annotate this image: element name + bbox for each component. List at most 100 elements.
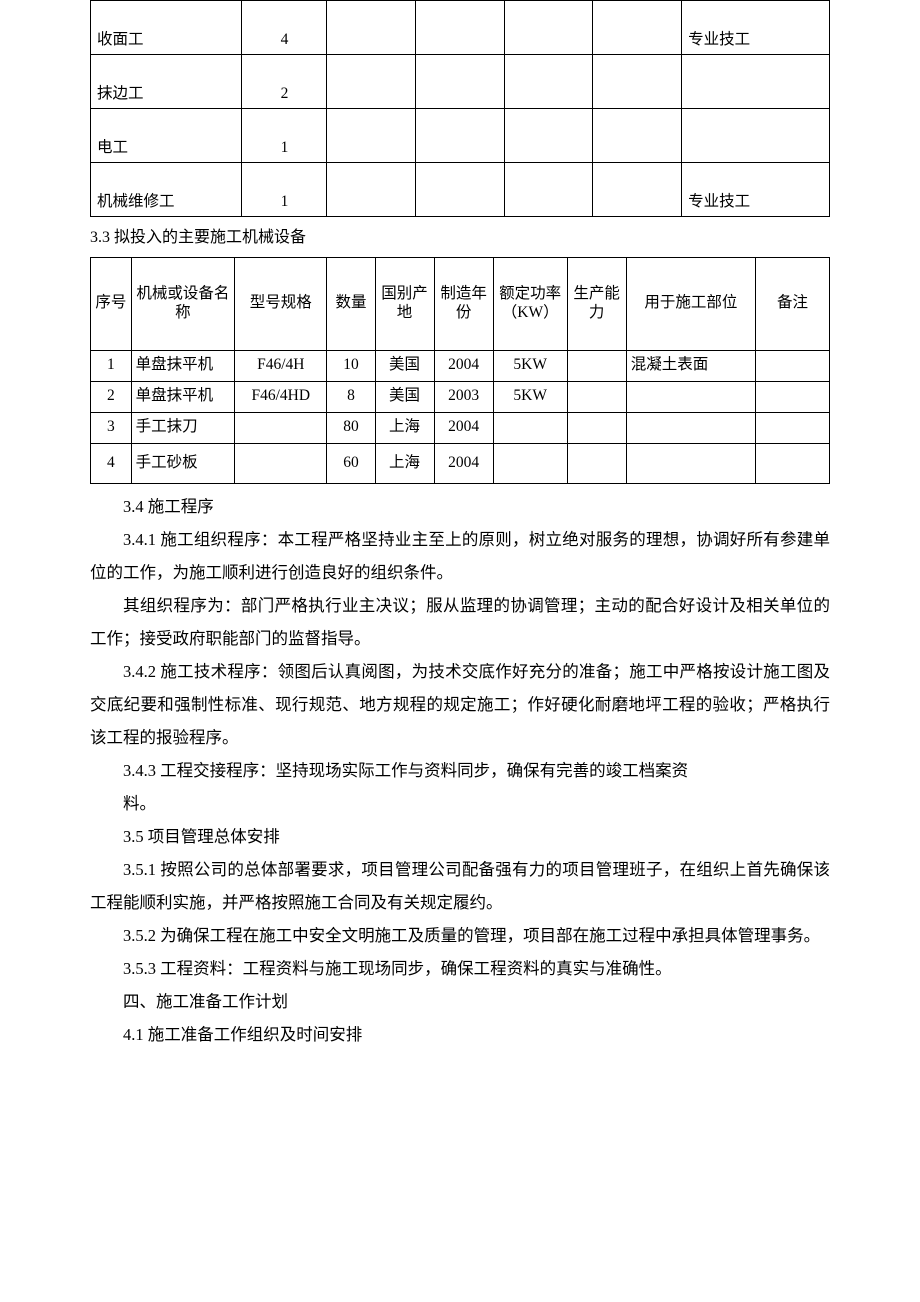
paragraph: 其组织程序为：部门严格执行业主决议；服从监理的协调管理；主动的配合好设计及相关单… [90, 589, 830, 655]
table-row: 机械维修工1 专业技工 [91, 163, 830, 217]
cell [756, 443, 830, 483]
cell: 2004 [434, 412, 493, 443]
paragraph: 3.5 项目管理总体安排 [90, 820, 830, 853]
cell: 混凝土表面 [626, 350, 755, 381]
paragraph: 3.4 施工程序 [90, 490, 830, 523]
table-row: 1单盘抹平机F46/4H10美国20045KW 混凝土表面 [91, 350, 830, 381]
cell: 60 [327, 443, 375, 483]
cell [327, 55, 416, 109]
cell [235, 443, 327, 483]
column-header: 备注 [756, 257, 830, 350]
cell [593, 55, 682, 109]
cell [567, 443, 626, 483]
table-row: 4手工砂板 60上海2004 [91, 443, 830, 483]
cell [416, 163, 505, 217]
cell [327, 163, 416, 217]
cell: 美国 [375, 381, 434, 412]
cell [416, 1, 505, 55]
table-row: 收面工4 专业技工 [91, 1, 830, 55]
personnel-table: 收面工4专业技工抹边工2电工1机械维修工1专业技工 [90, 0, 830, 217]
cell [567, 350, 626, 381]
cell [626, 381, 755, 412]
cell [626, 443, 755, 483]
cell [504, 109, 593, 163]
cell: 单盘抹平机 [131, 350, 234, 381]
table-row: 抹边工2 [91, 55, 830, 109]
column-header: 额定功率（KW） [493, 257, 567, 350]
column-header: 型号规格 [235, 257, 327, 350]
cell: 2 [242, 55, 327, 109]
cell: 10 [327, 350, 375, 381]
cell: 上海 [375, 412, 434, 443]
cell: 收面工 [91, 1, 242, 55]
paragraph: 3.5.2 为确保工程在施工中安全文明施工及质量的管理，项目部在施工过程中承担具… [90, 919, 830, 952]
cell: 3 [91, 412, 132, 443]
cell [327, 1, 416, 55]
cell: 2003 [434, 381, 493, 412]
column-header: 制造年份 [434, 257, 493, 350]
paragraph: 3.4.1 施工组织程序：本工程严格坚持业主至上的原则，树立绝对服务的理想，协调… [90, 523, 830, 589]
cell [567, 381, 626, 412]
cell: 机械维修工 [91, 163, 242, 217]
cell: 4 [242, 1, 327, 55]
cell: 1 [242, 163, 327, 217]
cell: 电工 [91, 109, 242, 163]
cell: 专业技工 [682, 163, 830, 217]
cell [682, 109, 830, 163]
cell [756, 381, 830, 412]
column-header: 国别产地 [375, 257, 434, 350]
cell: F46/4HD [235, 381, 327, 412]
cell [593, 1, 682, 55]
cell: 2004 [434, 350, 493, 381]
equipment-table: 序号机械或设备名称型号规格数量国别产地制造年份额定功率（KW）生产能力用于施工部… [90, 257, 830, 484]
cell: 抹边工 [91, 55, 242, 109]
paragraph: 四、施工准备工作计划 [90, 985, 830, 1018]
heading-3-3: 3.3 拟投入的主要施工机械设备 [90, 225, 830, 251]
cell: 80 [327, 412, 375, 443]
cell [756, 350, 830, 381]
body-text-block: 3.4 施工程序3.4.1 施工组织程序：本工程严格坚持业主至上的原则，树立绝对… [90, 490, 830, 1051]
cell: 1 [91, 350, 132, 381]
cell: 2004 [434, 443, 493, 483]
cell [493, 443, 567, 483]
paragraph: 4.1 施工准备工作组织及时间安排 [90, 1018, 830, 1051]
cell: 美国 [375, 350, 434, 381]
cell [493, 412, 567, 443]
column-header: 数量 [327, 257, 375, 350]
cell: F46/4H [235, 350, 327, 381]
cell [756, 412, 830, 443]
cell [504, 55, 593, 109]
cell: 2 [91, 381, 132, 412]
cell: 4 [91, 443, 132, 483]
paragraph: 3.5.1 按照公司的总体部署要求，项目管理公司配备强有力的项目管理班子，在组织… [90, 853, 830, 919]
paragraph: 3.5.3 工程资料：工程资料与施工现场同步，确保工程资料的真实与准确性。 [90, 952, 830, 985]
cell: 专业技工 [682, 1, 830, 55]
paragraph: 3.4.2 施工技术程序：领图后认真阅图，为技术交底作好充分的准备；施工中严格按… [90, 655, 830, 754]
cell: 手工抹刀 [131, 412, 234, 443]
table-row: 2单盘抹平机F46/4HD8美国20035KW [91, 381, 830, 412]
cell [626, 412, 755, 443]
cell [416, 109, 505, 163]
cell [504, 163, 593, 217]
cell [235, 412, 327, 443]
cell: 上海 [375, 443, 434, 483]
cell: 单盘抹平机 [131, 381, 234, 412]
cell [593, 163, 682, 217]
cell: 1 [242, 109, 327, 163]
table-row: 3手工抹刀 80上海2004 [91, 412, 830, 443]
cell [593, 109, 682, 163]
column-header: 序号 [91, 257, 132, 350]
cell: 8 [327, 381, 375, 412]
cell: 5KW [493, 350, 567, 381]
cell: 手工砂板 [131, 443, 234, 483]
cell [504, 1, 593, 55]
paragraph: 料。 [90, 787, 830, 820]
cell [682, 55, 830, 109]
cell [416, 55, 505, 109]
paragraph: 3.4.3 工程交接程序：坚持现场实际工作与资料同步，确保有完善的竣工档案资 [90, 754, 830, 787]
column-header: 机械或设备名称 [131, 257, 234, 350]
cell [567, 412, 626, 443]
cell [327, 109, 416, 163]
column-header: 用于施工部位 [626, 257, 755, 350]
column-header: 生产能力 [567, 257, 626, 350]
